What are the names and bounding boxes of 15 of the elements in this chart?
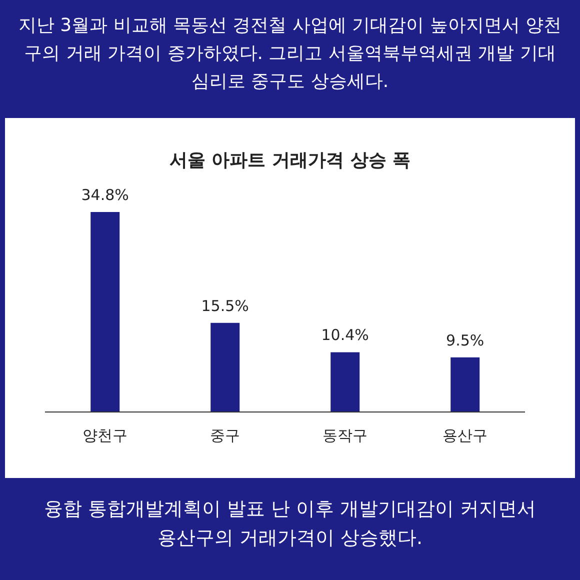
- x-tick-label: 용산구: [442, 426, 488, 445]
- text: 지난 3월과 비교해 목동선 경전철 사업에 기대감이 높아지면서 양천구의 거래 가격이 증가하였다. 그리고 서울역북부역세권 개발 기대심리로 중구도 상승세다.: [17, 14, 563, 94]
- bar: [330, 352, 360, 412]
- x-tick-label: 동작구: [322, 426, 368, 445]
- text: 융합 통합개발계획이 발표 난 이후 개발기대감이 커지면서 용산구의 거래가격이 상승했다.: [42, 497, 538, 551]
- data-label: 34.8%: [81, 186, 129, 204]
- x-tick-label: 양천구: [82, 426, 128, 445]
- data-label: 10.4%: [321, 326, 369, 344]
- bar: [450, 357, 480, 412]
- data-label: 15.5%: [201, 296, 249, 315]
- chart-title: 서울 아파트 거래가격 상승 폭: [168, 149, 412, 172]
- bar: [210, 322, 240, 412]
- x-tick-label: 중구: [210, 426, 240, 445]
- bar: [90, 212, 120, 412]
- data-label: 9.5%: [446, 331, 484, 350]
